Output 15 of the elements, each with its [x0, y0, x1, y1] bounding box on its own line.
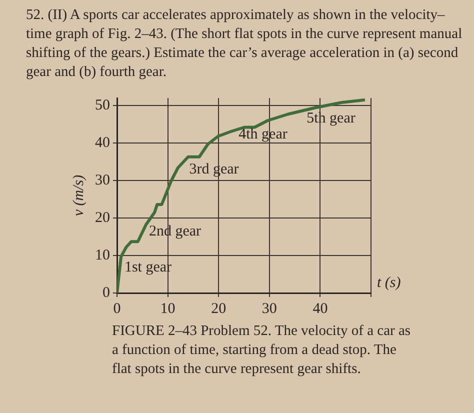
x-tick-label: 0 — [113, 300, 121, 317]
y-axis-title: v (m/s) — [70, 174, 87, 216]
y-tick-label: 10 — [95, 247, 110, 264]
chart-title: 52. (II) A sports car accelerates approximately as shown in the velocity–time graph of Fig. 2–43. (The short flat spots in the curve represent manual shifting of the gears.) Estimate the car’s average acceleration in (a) second gear and (b) fourth gear. — [26, 6, 464, 82]
y-tick-label: 50 — [95, 97, 110, 114]
y-tick-label: 0 — [102, 284, 110, 301]
y-tick-label: 30 — [95, 172, 110, 188]
x-axis-title: t (s) — [377, 274, 401, 291]
x-tick-label: 20 — [211, 300, 226, 317]
x-tick-label: 30 — [262, 300, 277, 317]
x-tick-label: 40 — [312, 300, 328, 317]
x-tick-label: 10 — [160, 300, 176, 317]
y-tick-label: 20 — [95, 210, 110, 226]
y-tick-label: 40 — [95, 134, 110, 151]
caption: FIGURE 2–43 Problem 52. The velocity of a car as a function of time, starting from a dead stop. The flat spots in the curve represent gear shifts. — [112, 323, 411, 377]
